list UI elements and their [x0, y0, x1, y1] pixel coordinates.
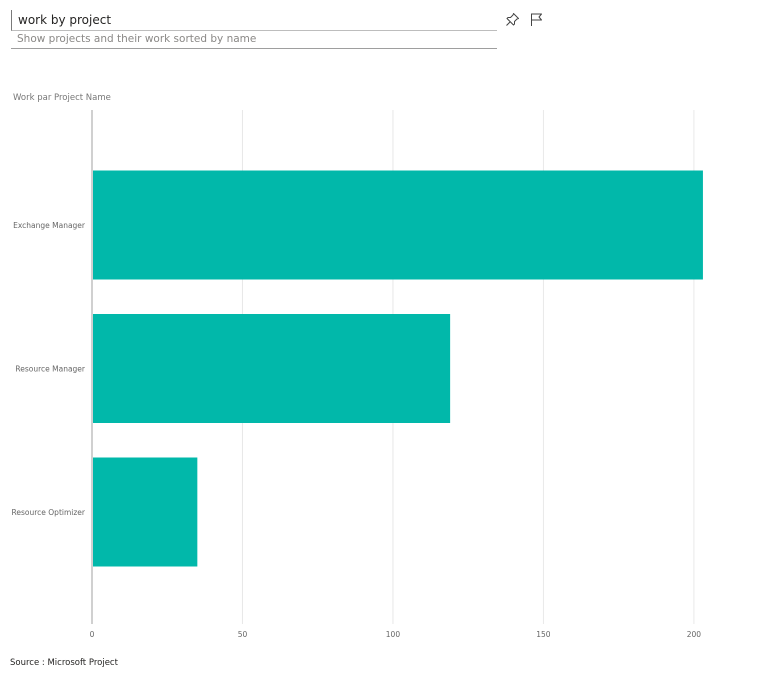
x-tick-label: 200	[687, 630, 702, 639]
bars	[93, 170, 703, 567]
bar[interactable]	[93, 314, 451, 423]
bar[interactable]	[93, 457, 198, 567]
visual-toolbar	[505, 12, 544, 27]
category-label: Exchange Manager	[13, 221, 86, 230]
category-label: Resource Optimizer	[12, 508, 86, 517]
qna-box: work by project Show projects and their …	[11, 10, 497, 49]
x-tick-labels: 0 50 100 150 200	[90, 630, 702, 639]
category-labels: Exchange Manager Resource Manager Resource…	[12, 221, 86, 517]
category-label: Resource Manager	[15, 365, 86, 374]
x-tick-label: 50	[238, 630, 248, 639]
bar[interactable]	[93, 170, 703, 280]
source-note: Source : Microsoft Project	[10, 658, 118, 668]
qna-restatement: Show projects and their work sorted by n…	[11, 31, 497, 49]
qna-question-input[interactable]: work by project	[11, 10, 497, 31]
x-tick-label: 150	[536, 630, 551, 639]
x-tick-label: 100	[386, 630, 401, 639]
visual-title: Work par Project Name	[13, 93, 111, 103]
x-tick-label: 0	[90, 630, 95, 639]
flag-icon[interactable]	[529, 12, 544, 27]
pin-icon[interactable]	[505, 12, 520, 27]
